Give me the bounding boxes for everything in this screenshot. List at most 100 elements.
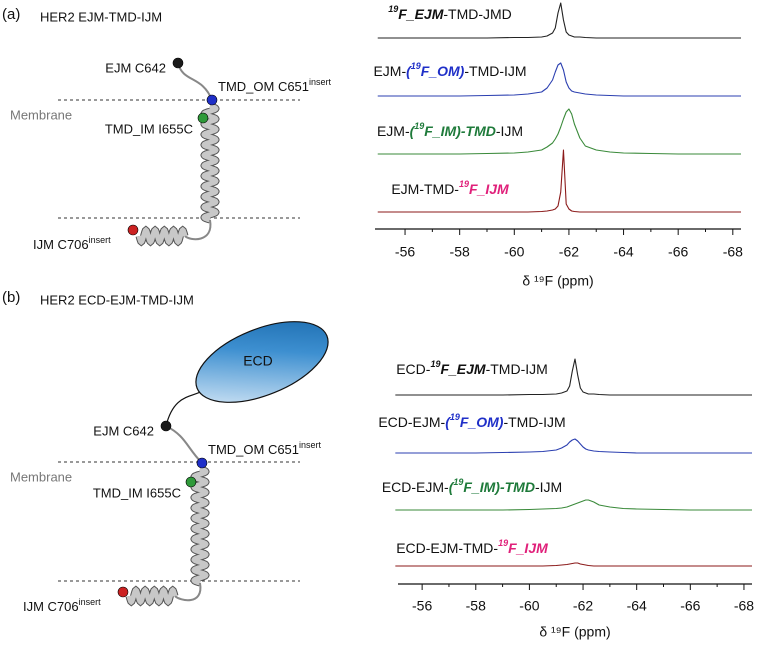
label-segment: ( — [406, 63, 412, 79]
label-segment: ( — [410, 123, 416, 139]
spectrum-label: EJM-TMD-19F_IJM — [391, 179, 509, 196]
ijm-helix — [126, 586, 178, 606]
label-segment: 19 — [414, 121, 424, 131]
label-text: TMD_OM C651 — [218, 79, 309, 94]
spectrum-label: EJM-(19F_OM)-TMD-IJM — [373, 61, 526, 78]
label-segment: F_IJM — [508, 540, 548, 556]
label-text: IJM C706 — [33, 237, 89, 252]
residue-sphere — [117, 586, 129, 598]
x-tick-label: -62 — [559, 244, 579, 260]
spectrum-label: ECD-19F_EJM-TMD-IJM — [396, 359, 548, 376]
x-tick-label: -66 — [668, 244, 688, 260]
tm-helix — [201, 103, 219, 223]
spectrum-label: ECD-EJM-TMD-19F_IJM — [396, 538, 548, 555]
spectrum-line — [377, 108, 741, 155]
panel-title: HER2 EJM-TMD-IJM — [40, 9, 162, 24]
membrane-label: Membrane — [10, 107, 72, 122]
panel-title: HER2 ECD-EJM-TMD-IJM — [40, 292, 194, 307]
im-label: TMD_IM I655C — [93, 485, 181, 500]
om-label: TMD_OM C651insert — [208, 440, 322, 457]
label-sup: insert — [79, 597, 102, 607]
spectrum-label: ECD-EJM-(19F_OM)-TMD-IJM — [378, 412, 565, 429]
residue-sphere — [206, 94, 218, 106]
label-segment: F_OM) — [460, 414, 504, 430]
tm-helix — [191, 466, 209, 586]
label-segment: F_IM)-TMD — [463, 479, 535, 495]
x-tick-label: -66 — [680, 598, 700, 614]
x-tick-label: -60 — [504, 244, 524, 260]
x-tick-label: -62 — [573, 598, 593, 614]
label-segment: ECD-EJM- — [382, 479, 449, 495]
residue-sphere — [185, 476, 197, 488]
loop — [174, 582, 202, 602]
spectrum-line — [395, 358, 752, 396]
label-segment: -IJM — [496, 123, 523, 139]
x-tick-label: -58 — [450, 244, 470, 260]
spectrum-line — [377, 2, 741, 39]
residue-sphere — [172, 57, 184, 69]
membrane-label: Membrane — [10, 469, 72, 484]
x-axis-label: δ ¹⁹F (ppm) — [539, 624, 610, 640]
ecd-domain — [195, 321, 329, 403]
label-segment: -TMD-IJM — [464, 63, 526, 79]
spectrum-line — [395, 499, 752, 511]
label-segment: ( — [449, 479, 455, 495]
label-segment: ECD-EJM-TMD- — [396, 540, 498, 556]
x-tick-label: -56 — [395, 244, 415, 260]
x-tick-label: -58 — [466, 598, 486, 614]
x-tick-label: -60 — [519, 598, 539, 614]
label-segment: 19 — [388, 4, 398, 14]
loop — [184, 219, 212, 241]
spectrum-line — [395, 562, 752, 567]
label-segment: -IJM — [535, 479, 562, 495]
label-text: TMD_OM C651 — [208, 442, 299, 457]
label-segment: -TMD-IJM — [486, 361, 548, 377]
ecd-label: ECD — [243, 353, 273, 369]
label-segment: ECD-EJM- — [378, 414, 445, 430]
x-tick-label: -68 — [734, 598, 754, 614]
panel-label: (a) — [2, 6, 20, 23]
x-axis-label: δ ¹⁹F (ppm) — [522, 273, 593, 289]
om-label: TMD_OM C651insert — [218, 77, 332, 94]
ijm-helix — [136, 226, 188, 246]
label-segment: 19 — [498, 538, 508, 548]
label-segment: -TMD-IJM — [503, 414, 565, 430]
label-sup: insert — [89, 235, 112, 245]
label-segment: EJM-TMD- — [391, 181, 459, 197]
label-segment: ( — [445, 414, 451, 430]
label-segment: 19 — [459, 179, 469, 189]
x-tick-label: -64 — [613, 244, 633, 260]
label-segment: 19 — [430, 359, 440, 369]
ijm-label: IJM C706insert — [23, 597, 101, 614]
label-segment: EJM- — [377, 123, 410, 139]
ejm-label: EJM C642 — [105, 60, 166, 75]
residue-sphere — [127, 224, 139, 236]
label-segment: EJM- — [373, 63, 406, 79]
residue-sphere — [196, 457, 208, 469]
label-segment: 19 — [453, 477, 463, 487]
label-segment: F_IM)-TMD — [424, 123, 496, 139]
im-label: TMD_IM I655C — [105, 121, 193, 136]
residue-sphere — [197, 112, 209, 124]
label-segment: F_IJM — [469, 181, 509, 197]
spectrum-label: 19F_EJM-TMD-JMD — [388, 4, 512, 21]
x-tick-label: -68 — [723, 244, 743, 260]
label-segment: ECD- — [396, 361, 431, 377]
label-segment: 19 — [411, 61, 421, 71]
linker — [165, 425, 203, 464]
panel-label: (b) — [2, 289, 20, 306]
x-tick-label: -56 — [412, 598, 432, 614]
label-segment: F_EJM — [398, 6, 443, 22]
ijm-label: IJM C706insert — [33, 235, 111, 252]
label-sup: insert — [299, 440, 322, 450]
residue-sphere — [160, 420, 172, 432]
spectrum-label: ECD-EJM-(19F_IM)-TMD-IJM — [382, 477, 562, 494]
label-text: IJM C706 — [23, 599, 79, 614]
label-segment: -TMD-JMD — [443, 6, 511, 22]
spectrum-line — [395, 438, 752, 454]
linker — [177, 62, 213, 101]
spectrum-label: EJM-(19F_IM)-TMD-IJM — [377, 121, 523, 138]
label-segment: F_OM) — [421, 63, 465, 79]
ejm-label: EJM C642 — [93, 423, 154, 438]
spectrum-line — [377, 149, 741, 213]
